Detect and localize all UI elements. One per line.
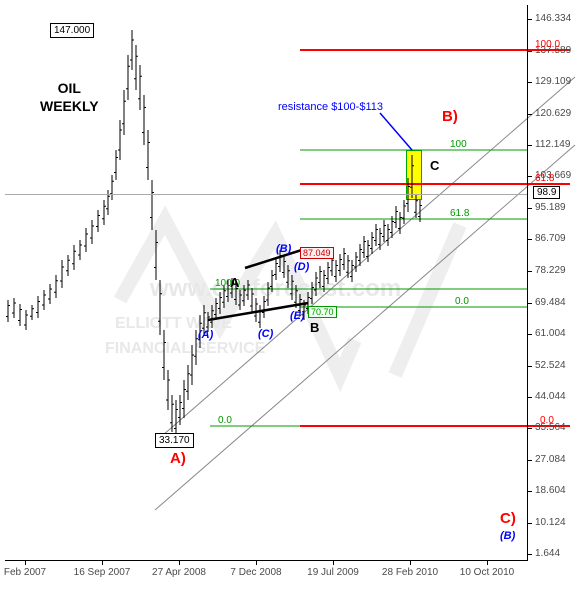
y-tick-label: 103.669 <box>535 170 571 181</box>
y-tick-label: 61.004 <box>535 328 566 339</box>
y-tick-label: 78.229 <box>535 265 566 276</box>
x-tick-label: Feb 2007 <box>4 567 46 578</box>
y-tick-label: 1.644 <box>535 548 560 559</box>
y-tick-label: 44.044 <box>535 391 566 402</box>
y-tick-label: 27.084 <box>535 454 566 465</box>
y-axis-right <box>527 5 528 561</box>
current-price-marker: 98.9 <box>533 186 560 199</box>
y-tick-label: 129.109 <box>535 76 571 87</box>
y-tick-label: 18.604 <box>535 485 566 496</box>
y-tick-label: 69.484 <box>535 297 566 308</box>
current-price-line <box>5 194 527 195</box>
x-tick-label: 16 Sep 2007 <box>74 567 131 578</box>
y-tick-label: 120.629 <box>535 108 571 119</box>
x-axis <box>5 560 527 561</box>
y-tick-label: 95.189 <box>535 202 566 213</box>
y-tick-label: 146.334 <box>535 13 571 24</box>
y-tick-label: 10.124 <box>535 517 566 528</box>
x-tick-label: 28 Feb 2010 <box>382 567 438 578</box>
y-tick-label: 35.564 <box>535 422 566 433</box>
y-tick-label: 137.589 <box>535 45 571 56</box>
chart-lines <box>0 0 577 591</box>
current-price-value: 98.9 <box>537 187 556 198</box>
x-tick-label: 10 Oct 2010 <box>460 567 514 578</box>
y-tick-label: 112.149 <box>535 139 570 150</box>
y-tick-label: 52.524 <box>535 360 566 371</box>
y-tick-label: 86.709 <box>535 233 566 244</box>
x-tick-label: 7 Dec 2008 <box>230 567 281 578</box>
x-tick-label: 27 Apr 2008 <box>152 567 206 578</box>
price-chart: www.ew-forecast.comELLIOTT WAVEFINANCIAL… <box>0 0 577 591</box>
x-tick-label: 19 Jul 2009 <box>307 567 359 578</box>
